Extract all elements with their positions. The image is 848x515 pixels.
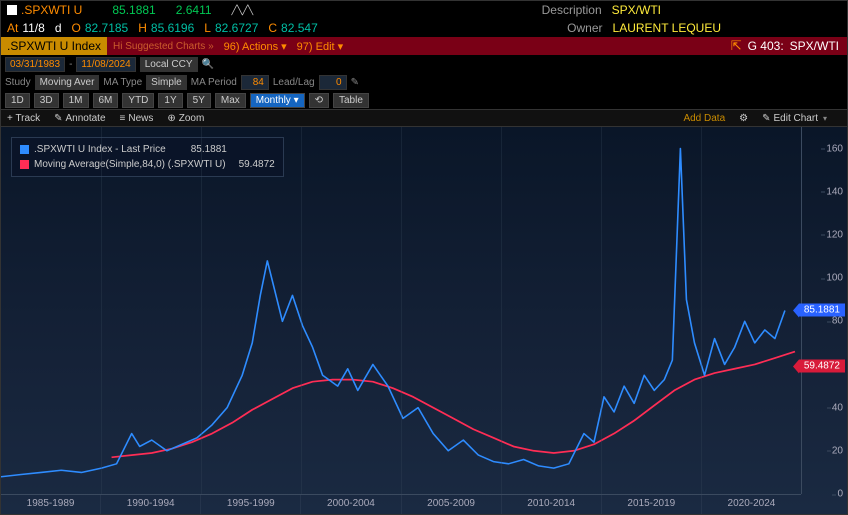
actions-menu[interactable]: 96) Actions ▾ bbox=[224, 40, 287, 53]
index-bar-mid: Hi Suggested Charts » 96) Actions ▾ 97) … bbox=[107, 37, 723, 55]
owner-label: Owner bbox=[567, 21, 602, 35]
timeframe-ytd[interactable]: YTD bbox=[122, 93, 154, 108]
price-tag-red: 59.4872 bbox=[799, 359, 845, 372]
timeframe-1m[interactable]: 1M bbox=[63, 93, 89, 108]
chart-plot bbox=[1, 127, 801, 494]
bloomberg-terminal: .SPXWTI U 85.1881 2.6411 ╱╲╱╲ Descriptio… bbox=[0, 0, 848, 515]
owner-value: LAURENT LEQUEU bbox=[613, 21, 721, 35]
d-label: d bbox=[55, 21, 62, 35]
xtick: 2020-2024 bbox=[701, 495, 801, 514]
x-axis: 1985-19891990-19941995-19992000-20042005… bbox=[1, 494, 801, 514]
add-data-button[interactable]: Add Data bbox=[683, 113, 725, 124]
track-button[interactable]: + Track bbox=[7, 113, 40, 124]
ticker-marker bbox=[7, 5, 17, 15]
timeframe-row: 1D 3D 1M 6MYTD 1Y 5Y Max Monthly ▾ ⟲ Table bbox=[1, 91, 847, 109]
description-value: SPX/WTI bbox=[612, 3, 661, 17]
date-from-input[interactable]: 03/31/1983 bbox=[5, 57, 65, 72]
xtick: 1990-1994 bbox=[100, 495, 200, 514]
xtick: 2005-2009 bbox=[401, 495, 501, 514]
date-to-input[interactable]: 11/08/2024 bbox=[76, 57, 135, 72]
popout-icon: ⇱ bbox=[731, 38, 742, 54]
leadlag-input[interactable]: 0 bbox=[319, 75, 347, 90]
ytick: 40 bbox=[832, 402, 843, 413]
high-label: H bbox=[138, 21, 147, 35]
at-value: 11/8 bbox=[22, 21, 44, 35]
timeframe-3d[interactable]: 3D bbox=[34, 93, 59, 108]
open-label: O bbox=[72, 21, 81, 35]
news-button[interactable]: ≡News bbox=[120, 113, 154, 124]
maperiod-input[interactable]: 84 bbox=[241, 75, 269, 90]
xtick: 2010-2014 bbox=[501, 495, 601, 514]
magnify-icon[interactable]: 🔍 bbox=[202, 59, 214, 70]
close-value: 82.547 bbox=[281, 21, 318, 35]
timeframe-1d[interactable]: 1D bbox=[5, 93, 30, 108]
timeframe-extra[interactable]: Table bbox=[333, 93, 369, 108]
timeframe-max[interactable]: Max bbox=[215, 93, 246, 108]
suggested-charts[interactable]: Hi Suggested Charts » bbox=[113, 41, 214, 52]
edit-menu[interactable]: 97) Edit ▾ bbox=[297, 40, 344, 53]
low-label: L bbox=[204, 21, 211, 35]
close-label: C bbox=[268, 21, 277, 35]
zoom-icon: ⊕ bbox=[167, 113, 175, 124]
study-select[interactable]: Moving Aver bbox=[35, 75, 100, 90]
sparkline: ╱╲╱╲ bbox=[232, 5, 254, 16]
pencil-icon[interactable]: ✎ bbox=[351, 77, 359, 88]
xtick: 1995-1999 bbox=[200, 495, 300, 514]
index-bar: .SPXWTI U Index Hi Suggested Charts » 96… bbox=[1, 37, 847, 55]
header-row-1: .SPXWTI U 85.1881 2.6411 ╱╲╱╲ Descriptio… bbox=[1, 1, 847, 19]
ytick: 120 bbox=[826, 229, 843, 240]
matype-label: MA Type bbox=[103, 77, 142, 88]
date-controls: 03/31/1983 - 11/08/2024 Local CCY 🔍 bbox=[1, 55, 847, 73]
timeframe-6m[interactable]: 6M bbox=[93, 93, 119, 108]
low-value: 82.6727 bbox=[215, 21, 258, 35]
maperiod-label: MA Period bbox=[191, 77, 237, 88]
chart-code: G 403: bbox=[748, 39, 784, 53]
price-change: 2.6411 bbox=[176, 3, 212, 17]
timeframe-extra[interactable]: ⟲ bbox=[309, 93, 329, 108]
chart-ref[interactable]: ⇱ G 403: SPX/WTI bbox=[723, 37, 847, 55]
index-name[interactable]: .SPXWTI U Index bbox=[1, 37, 107, 55]
timeframe-5y[interactable]: 5Y bbox=[187, 93, 211, 108]
price-tag-blue: 85.1881 bbox=[799, 304, 845, 317]
at-label: At bbox=[7, 21, 18, 35]
xtick: 2015-2019 bbox=[601, 495, 701, 514]
ytick: 0 bbox=[837, 489, 843, 500]
edit-chart-button[interactable]: ✎Edit Chart▾ bbox=[762, 113, 827, 124]
ytick: 80 bbox=[832, 316, 843, 327]
gear-icon[interactable]: ⚙ bbox=[739, 113, 748, 124]
zoom-button[interactable]: ⊕Zoom bbox=[167, 113, 204, 124]
xtick: 2000-2004 bbox=[300, 495, 400, 514]
leadlag-label: Lead/Lag bbox=[273, 77, 315, 88]
matype-select[interactable]: Simple bbox=[146, 75, 187, 90]
pencil-icon: ✎ bbox=[762, 113, 770, 124]
open-value: 82.7185 bbox=[85, 21, 128, 35]
annotate-button[interactable]: ✎Annotate bbox=[54, 113, 105, 124]
timeframe-1y[interactable]: 1Y bbox=[158, 93, 182, 108]
y-axis: 02040608010012014016085.188159.4872 bbox=[801, 127, 847, 494]
header-row-2: At 11/8 d O 82.7185 H 85.6196 L 82.6727 … bbox=[1, 19, 847, 37]
pencil-icon: ✎ bbox=[54, 113, 62, 124]
high-value: 85.6196 bbox=[151, 21, 194, 35]
ticker-symbol: .SPXWTI U bbox=[21, 3, 82, 17]
xtick: 1985-1989 bbox=[1, 495, 100, 514]
chart-name: SPX/WTI bbox=[790, 39, 839, 53]
news-icon: ≡ bbox=[120, 113, 126, 124]
ytick: 140 bbox=[826, 186, 843, 197]
study-label: Study bbox=[5, 77, 31, 88]
chart-area[interactable]: .SPXWTI U Index - Last Price 85.1881 Mov… bbox=[1, 127, 847, 514]
ytick: 100 bbox=[826, 273, 843, 284]
ccy-select[interactable]: Local CCY bbox=[140, 57, 198, 72]
ytick: 20 bbox=[832, 445, 843, 456]
ytick: 160 bbox=[826, 143, 843, 154]
timeframe-monthly[interactable]: Monthly ▾ bbox=[250, 93, 305, 108]
chart-toolbar: + Track ✎Annotate ≡News ⊕Zoom Add Data ⚙… bbox=[1, 109, 847, 127]
last-price: 85.1881 bbox=[112, 3, 155, 17]
description-label: Description bbox=[542, 3, 602, 17]
study-controls: Study Moving Aver MA Type Simple MA Peri… bbox=[1, 73, 847, 91]
